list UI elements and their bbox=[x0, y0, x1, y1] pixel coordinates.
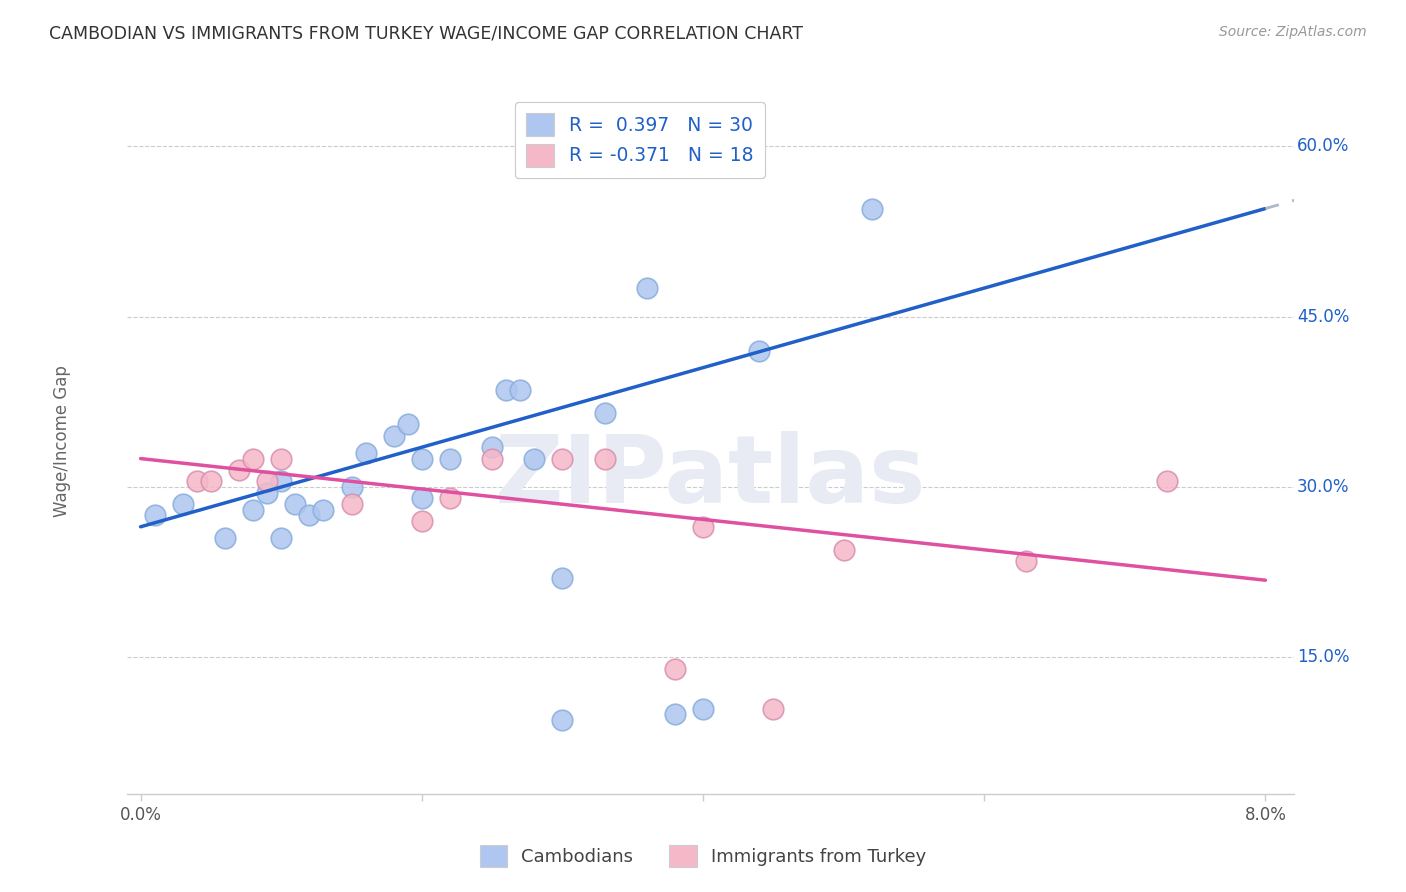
Point bbox=[551, 451, 574, 466]
Point bbox=[593, 406, 616, 420]
Text: 15.0%: 15.0% bbox=[1296, 648, 1350, 666]
Point bbox=[270, 531, 292, 545]
Point bbox=[692, 701, 714, 715]
Text: Source: ZipAtlas.com: Source: ZipAtlas.com bbox=[1219, 25, 1367, 39]
Point bbox=[860, 202, 883, 216]
Point bbox=[439, 451, 461, 466]
Point bbox=[439, 491, 461, 506]
Point bbox=[523, 451, 546, 466]
Point bbox=[762, 701, 785, 715]
Point bbox=[270, 475, 292, 489]
Text: 60.0%: 60.0% bbox=[1296, 137, 1350, 155]
Point bbox=[214, 531, 236, 545]
Text: CAMBODIAN VS IMMIGRANTS FROM TURKEY WAGE/INCOME GAP CORRELATION CHART: CAMBODIAN VS IMMIGRANTS FROM TURKEY WAGE… bbox=[49, 25, 803, 43]
Point bbox=[832, 542, 855, 557]
Point bbox=[382, 429, 405, 443]
Point bbox=[411, 491, 433, 506]
Point bbox=[1156, 475, 1178, 489]
Legend: Cambodians, Immigrants from Turkey: Cambodians, Immigrants from Turkey bbox=[472, 838, 934, 874]
Point bbox=[242, 502, 264, 516]
Text: 45.0%: 45.0% bbox=[1296, 308, 1350, 326]
Text: 30.0%: 30.0% bbox=[1296, 478, 1350, 496]
Text: ZIPatlas: ZIPatlas bbox=[495, 431, 925, 523]
Point bbox=[664, 662, 686, 676]
Point bbox=[172, 497, 194, 511]
Point bbox=[509, 384, 531, 398]
Point bbox=[1015, 554, 1038, 568]
Point bbox=[593, 451, 616, 466]
Legend: R =  0.397   N = 30, R = -0.371   N = 18: R = 0.397 N = 30, R = -0.371 N = 18 bbox=[515, 102, 765, 178]
Point bbox=[354, 446, 377, 460]
Point bbox=[411, 514, 433, 528]
Point bbox=[748, 343, 770, 358]
Point bbox=[481, 451, 503, 466]
Point bbox=[495, 384, 517, 398]
Point bbox=[228, 463, 250, 477]
Point bbox=[143, 508, 166, 523]
Point bbox=[411, 451, 433, 466]
Point bbox=[551, 713, 574, 727]
Point bbox=[664, 707, 686, 722]
Point bbox=[256, 485, 278, 500]
Point bbox=[298, 508, 321, 523]
Text: Wage/Income Gap: Wage/Income Gap bbox=[53, 366, 72, 517]
Point bbox=[284, 497, 307, 511]
Point bbox=[186, 475, 208, 489]
Point bbox=[340, 480, 363, 494]
Point bbox=[200, 475, 222, 489]
Point bbox=[312, 502, 335, 516]
Point bbox=[270, 451, 292, 466]
Point bbox=[340, 497, 363, 511]
Point bbox=[692, 520, 714, 534]
Point bbox=[636, 281, 658, 295]
Point bbox=[551, 571, 574, 585]
Point bbox=[481, 440, 503, 454]
Point bbox=[396, 417, 419, 432]
Point bbox=[242, 451, 264, 466]
Point bbox=[256, 475, 278, 489]
